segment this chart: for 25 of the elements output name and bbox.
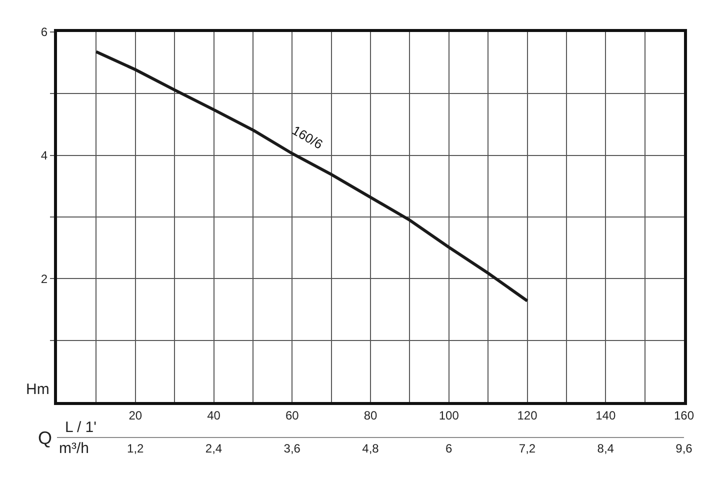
- annotation: 160/6: [290, 122, 326, 152]
- x2-axis-title: m³/h: [59, 440, 89, 457]
- x2-tick-label: 9,6: [676, 441, 693, 456]
- x-tick-label: 40: [207, 408, 221, 422]
- x-tick-label: 100: [438, 408, 460, 422]
- y-tick-label: 6: [40, 25, 48, 40]
- x2-tick-label: 3,6: [284, 441, 301, 456]
- x2-tick-label: 6: [446, 441, 453, 456]
- line-series: [94, 50, 529, 302]
- x-tick-label: 60: [285, 408, 300, 422]
- x-tick-label: 20: [128, 408, 142, 422]
- x-tick-label: 80: [364, 408, 378, 422]
- text: Q: [38, 428, 52, 448]
- x-tick-label: 120: [517, 408, 538, 422]
- x2-tick-label: 1,2: [127, 441, 144, 456]
- x2-tick-label: 7,2: [518, 441, 536, 456]
- x-axis-title: L / 1': [65, 419, 97, 436]
- x-tick-label: 140: [596, 408, 616, 422]
- x2-tick-label: 4,8: [362, 441, 380, 456]
- x-tick-label: 160: [674, 408, 694, 422]
- x2-tick-label: 8,4: [597, 441, 614, 456]
- y-axis-title: Hm: [26, 381, 50, 398]
- y-tick-label: 2: [40, 272, 48, 286]
- x2-tick-label: 2,4: [205, 441, 222, 456]
- y-tick-label: 4: [40, 148, 48, 163]
